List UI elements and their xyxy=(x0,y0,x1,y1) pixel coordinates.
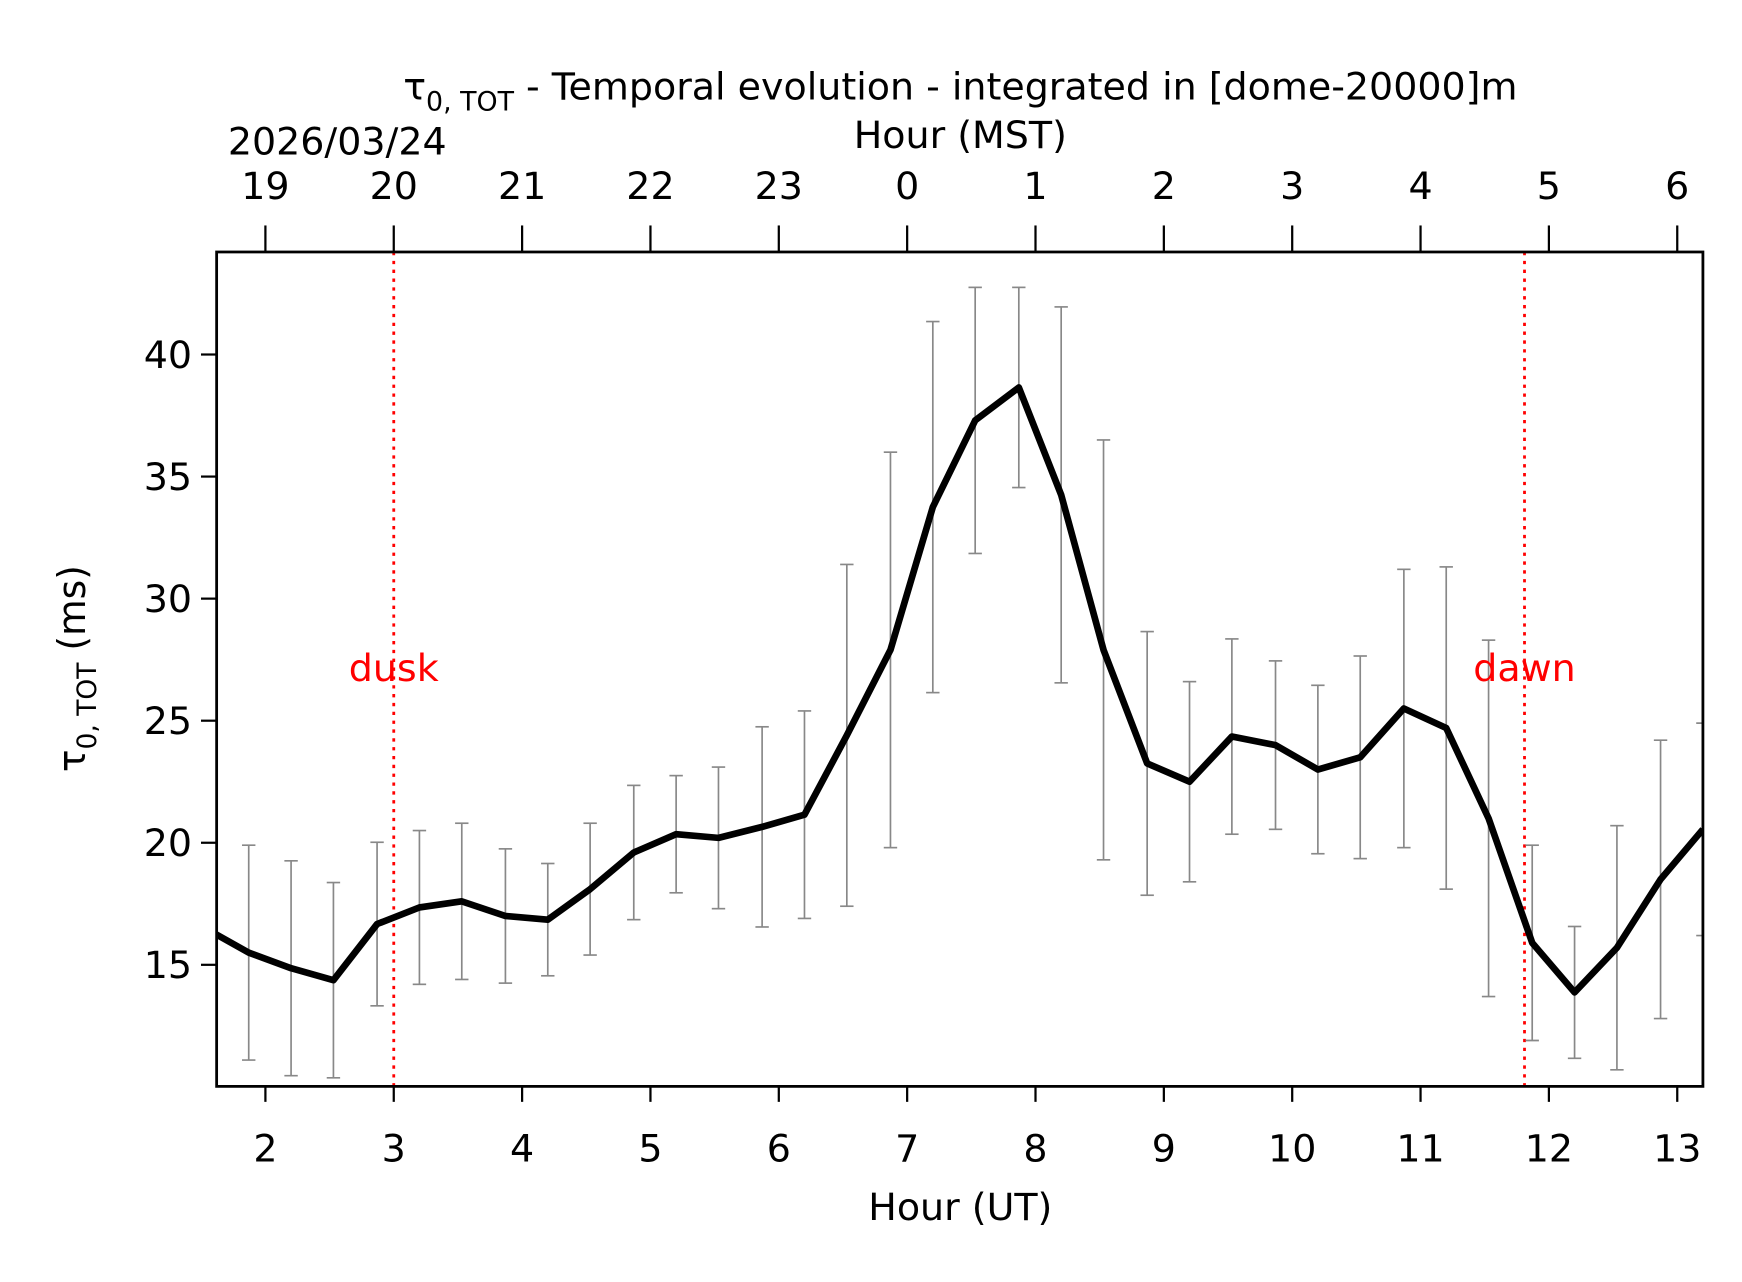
y-label-symbol: τ xyxy=(50,750,94,773)
x-tick-label: 2 xyxy=(253,1127,277,1171)
y-label-subscript: 0, TOT xyxy=(72,662,103,750)
date-label: 2026/03/24 xyxy=(228,120,447,164)
event-label: dawn xyxy=(1473,646,1575,690)
x2-tick-label: 0 xyxy=(895,164,919,208)
y-label-text: (ms) xyxy=(50,565,94,662)
x-tick-label: 8 xyxy=(1023,1127,1047,1171)
y-tick-label: 20 xyxy=(144,821,192,865)
x2-tick-label: 4 xyxy=(1408,164,1432,208)
error-bar xyxy=(1696,722,1703,937)
title-text: - Temporal evolution - integrated in [do… xyxy=(514,65,1517,109)
x-tick-label: 4 xyxy=(510,1127,534,1171)
x2-tick-label: 21 xyxy=(498,164,546,208)
x2-tick-label: 20 xyxy=(370,164,418,208)
x-tick-label: 11 xyxy=(1396,1127,1444,1171)
data-line xyxy=(216,384,1703,996)
x-tick-label: 5 xyxy=(638,1127,662,1171)
plot-frame xyxy=(215,250,1705,1088)
event-label: dusk xyxy=(349,646,439,690)
y-tick-label: 30 xyxy=(144,577,192,621)
x-tick-label: 9 xyxy=(1152,1127,1176,1171)
x-tick-label: 7 xyxy=(895,1127,919,1171)
y-tick-label: 15 xyxy=(144,943,192,987)
x-tick-label: 3 xyxy=(382,1127,406,1171)
plot-area xyxy=(216,251,1703,1087)
x2-tick-label: 23 xyxy=(755,164,803,208)
y-tick-label: 35 xyxy=(144,455,192,499)
title-symbol: τ xyxy=(403,65,426,109)
x-tick-label: 6 xyxy=(767,1127,791,1171)
x2-tick-label: 5 xyxy=(1537,164,1561,208)
x-tick-label: 10 xyxy=(1268,1127,1316,1171)
x2-tick-label: 22 xyxy=(626,164,674,208)
title-subscript: 0, TOT xyxy=(426,87,515,118)
x2-tick-label: 3 xyxy=(1280,164,1304,208)
y-tick-label: 40 xyxy=(144,333,192,377)
x-tick-label: 12 xyxy=(1525,1127,1573,1171)
y-axis-label: τ0, TOT (ms) xyxy=(50,565,103,772)
x2-tick-label: 2 xyxy=(1152,164,1176,208)
x2-tick-label: 6 xyxy=(1665,164,1689,208)
x-axis-label: Hour (UT) xyxy=(868,1185,1052,1229)
y-tick-label: 25 xyxy=(144,699,192,743)
x2-tick-label: 19 xyxy=(241,164,289,208)
x2-tick-label: 1 xyxy=(1023,164,1047,208)
chart-title: τ0, TOT - Temporal evolution - integrate… xyxy=(403,65,1517,118)
x-tick-label: 13 xyxy=(1653,1127,1701,1171)
x2-axis-label: Hour (MST) xyxy=(854,113,1067,157)
